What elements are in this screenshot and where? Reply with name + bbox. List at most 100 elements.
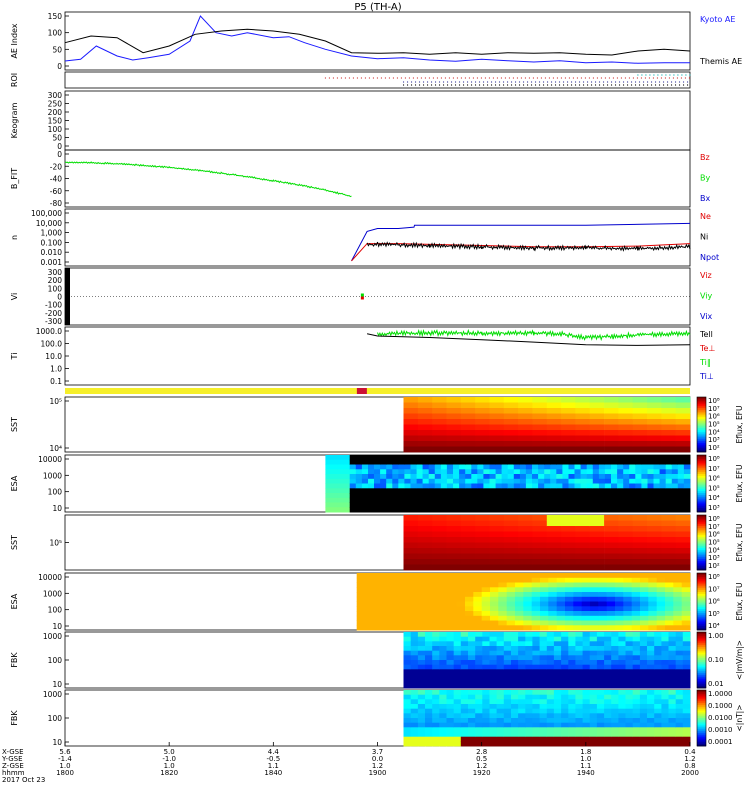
- spectrogram-cell-fbk_b: [683, 732, 691, 737]
- spectrogram-cell-esa_electron: [532, 602, 541, 607]
- spectrogram-cell-fbk_b: [654, 723, 662, 728]
- spectrogram-cell-fbk_b: [618, 727, 626, 732]
- spectrogram-cell-fbk_b: [411, 713, 419, 718]
- spectrogram-cell-fbk_e: [640, 665, 648, 670]
- roi-dot: [667, 81, 668, 82]
- spectrogram-cell-fbk_b: [633, 709, 641, 714]
- spectrogram-cell-esa_ion: [362, 498, 369, 503]
- spectrogram-cell-esa_ion: [660, 493, 667, 498]
- spectrogram-cell-fbk_b: [654, 727, 662, 732]
- spectrogram-cell-esa_electron: [640, 625, 649, 630]
- spectrogram-cell-esa_electron: [365, 625, 374, 630]
- spectrogram-cell-sst_ion: [475, 430, 490, 436]
- roi-dot: [381, 77, 382, 78]
- spectrogram-cell-fbk_e: [447, 655, 455, 660]
- spectrogram-cell-fbk_b: [626, 704, 634, 709]
- spectrogram-cell-fbk_e: [626, 669, 634, 674]
- spectrogram-cell-esa_ion: [599, 493, 606, 498]
- spectrogram-cell-fbk_e: [654, 637, 662, 642]
- roi-dot: [581, 77, 582, 78]
- spectrogram-cell-fbk_e: [590, 683, 598, 688]
- spectrogram-cell-esa_ion: [599, 455, 606, 460]
- spectrogram-cell-sst_ion: [518, 397, 533, 403]
- spectrogram-cell-fbk_e: [554, 655, 562, 660]
- spectrogram-cell-esa_electron: [440, 583, 449, 588]
- spectrogram-cell-fbk_e: [568, 674, 576, 679]
- spectrogram-cell-sst_ion: [676, 441, 691, 447]
- spectrogram-cell-esa_ion: [666, 493, 673, 498]
- spectrogram-cell-esa_electron: [623, 578, 632, 583]
- legend-entry-temperature: Te⊥: [699, 344, 715, 353]
- spectrogram-cell-fbk_e: [511, 679, 519, 684]
- spectrogram-cell-fbk_b: [633, 690, 641, 695]
- spectrogram-cell-fbk_b: [626, 732, 634, 737]
- roi-dot: [507, 81, 508, 82]
- spectrogram-cell-fbk_b: [647, 723, 655, 728]
- spectrogram-cell-fbk_e: [454, 679, 462, 684]
- spectrogram-cell-fbk_b: [669, 704, 677, 709]
- spectrogram-cell-esa_ion: [429, 469, 436, 474]
- spectrogram-cell-sst_ion: [547, 403, 562, 409]
- spectrogram-cell-fbk_e: [669, 665, 677, 670]
- spectrogram-cell-sst_ion: [575, 436, 590, 442]
- spectrogram-cell-esa_ion: [514, 460, 521, 465]
- spectrogram-cell-esa_electron: [515, 625, 524, 630]
- spectrogram-cell-esa_electron: [665, 583, 674, 588]
- spectrogram-cell-esa_electron: [532, 573, 541, 578]
- roi-dot: [521, 77, 522, 78]
- spectrogram-cell-fbk_e: [561, 641, 569, 646]
- spectrogram-cell-fbk_e: [618, 637, 626, 642]
- roi-dot: [519, 84, 520, 85]
- spectrogram-cell-esa_electron: [682, 573, 691, 578]
- spectrogram-cell-fbk_e: [439, 669, 447, 674]
- spectrogram-cell-fbk_b: [661, 737, 669, 742]
- spectrogram-cell-fbk_b: [540, 727, 548, 732]
- spectrogram-cell-fbk_e: [454, 655, 462, 660]
- spectrogram-cell-esa_electron: [398, 606, 407, 611]
- spectrogram-cell-sst_ion: [633, 425, 648, 431]
- ytick-label-density: 100,000: [31, 209, 62, 218]
- spectrogram-cell-fbk_b: [504, 699, 512, 704]
- spectrogram-cell-esa_ion: [490, 465, 497, 470]
- spectrogram-cell-fbk_b: [654, 699, 662, 704]
- xaxis-tick-label-hhmm: 1920: [473, 769, 491, 777]
- spectrogram-cell-sst_electron: [647, 543, 662, 549]
- spectrogram-cell-esa_electron: [390, 597, 399, 602]
- spectrogram-cell-fbk_b: [511, 741, 519, 746]
- spectrogram-cell-esa_electron: [648, 573, 657, 578]
- spectrogram-cell-esa_ion: [398, 460, 405, 465]
- spectrogram-cell-esa_ion: [569, 469, 576, 474]
- roi-dot: [487, 81, 488, 82]
- spectrogram-cell-fbk_b: [447, 741, 455, 746]
- spectrogram-cell-fbk_e: [597, 674, 605, 679]
- spectrogram-cell-esa_ion: [332, 493, 339, 498]
- spectrogram-cell-esa_electron: [457, 621, 466, 626]
- spectrogram-cell-esa_ion: [429, 493, 436, 498]
- spectrogram-cell-fbk_b: [597, 709, 605, 714]
- spectrogram-cell-esa_electron: [490, 621, 499, 626]
- spectrogram-cell-fbk_b: [611, 723, 619, 728]
- spectrogram-cell-fbk_b: [647, 718, 655, 723]
- spectrogram-cell-fbk_b: [404, 695, 412, 700]
- spectrogram-cell-esa_electron: [648, 578, 657, 583]
- spectrogram-cell-esa_electron: [665, 602, 674, 607]
- spectrogram-cell-fbk_b: [547, 695, 555, 700]
- spectrogram-cell-fbk_b: [575, 737, 583, 742]
- spectrogram-cell-esa_ion: [423, 507, 430, 512]
- spectrogram-cell-fbk_b: [447, 695, 455, 700]
- spectrogram-cell-esa_ion: [441, 503, 448, 508]
- spectrogram-cell-fbk_b: [618, 699, 626, 704]
- spectrogram-cell-fbk_b: [626, 690, 634, 695]
- spectrogram-cell-esa_ion: [575, 479, 582, 484]
- spectrogram-cell-esa_electron: [557, 597, 566, 602]
- spectrogram-cell-esa_ion: [508, 455, 515, 460]
- spectrogram-cell-fbk_b: [518, 737, 526, 742]
- spectrogram-cell-sst_ion: [618, 441, 633, 447]
- spectrogram-cell-fbk_e: [604, 679, 612, 684]
- spectrogram-cell-esa_ion: [338, 479, 345, 484]
- spectrogram-cell-fbk_e: [540, 632, 548, 637]
- roi-dot: [373, 77, 374, 78]
- spectrogram-cell-sst_ion: [447, 436, 462, 442]
- spectrogram-cell-fbk_e: [418, 665, 426, 670]
- spectrogram-cell-esa_electron: [573, 621, 582, 626]
